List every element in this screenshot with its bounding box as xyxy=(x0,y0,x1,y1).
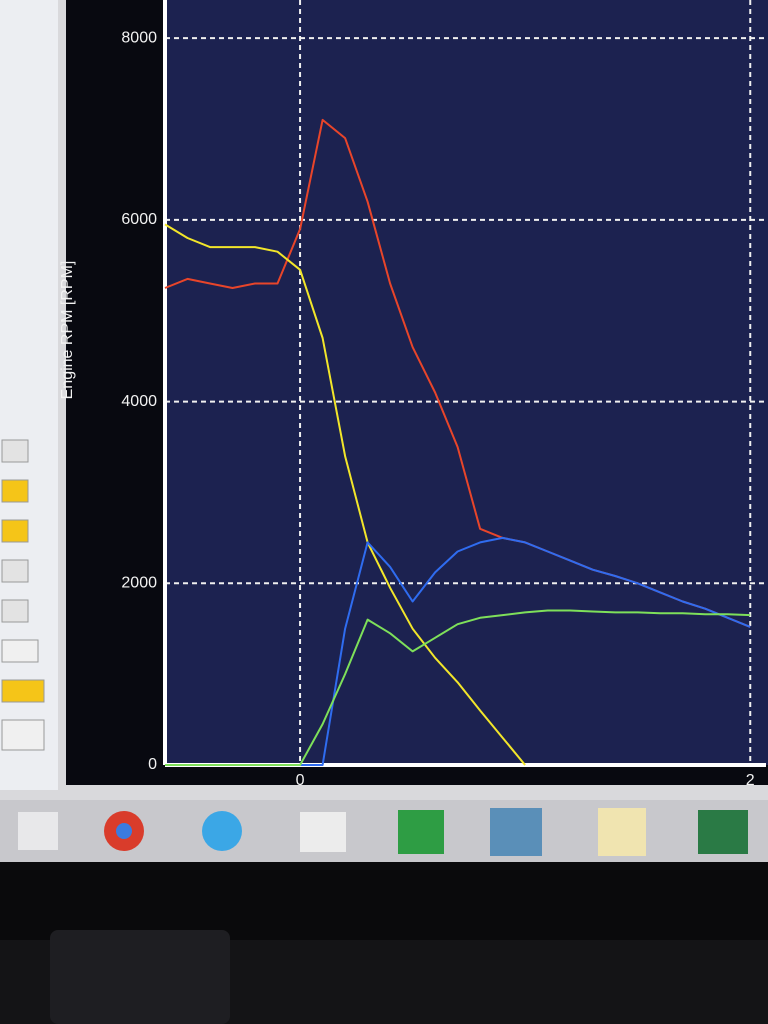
browser-icon-center xyxy=(116,823,132,839)
tool-button[interactable] xyxy=(1,439,29,463)
plot-area xyxy=(165,0,768,765)
excel-icon[interactable] xyxy=(698,810,748,854)
series-line xyxy=(165,609,751,766)
tool-button[interactable] xyxy=(1,559,29,583)
ie-icon[interactable] xyxy=(202,811,242,851)
y-tick-label: 2000 xyxy=(121,575,157,592)
tool-button[interactable] xyxy=(1,599,29,623)
hinge xyxy=(50,930,230,1024)
tool-button[interactable] xyxy=(1,639,39,663)
y-axis-label: Engine RPM [RPM] xyxy=(59,261,76,400)
app-icon[interactable] xyxy=(490,808,542,856)
app-icon[interactable] xyxy=(598,808,646,856)
y-tick-label: 6000 xyxy=(121,211,157,228)
series-line xyxy=(164,223,526,766)
toolbar-buttons[interactable] xyxy=(1,439,45,751)
tool-button[interactable] xyxy=(1,679,45,703)
tool-button[interactable] xyxy=(1,479,29,503)
start-button[interactable] xyxy=(18,812,58,850)
y-tick-label: 4000 xyxy=(121,393,157,410)
x-tick-label: 2 xyxy=(746,772,755,789)
x-tick-label: 0 xyxy=(296,772,305,789)
help-button[interactable] xyxy=(1,719,45,751)
explorer-icon[interactable] xyxy=(300,812,346,852)
taskbar-icons[interactable] xyxy=(18,808,748,856)
y-tick-label: 0 xyxy=(148,756,157,773)
store-icon[interactable] xyxy=(398,810,444,854)
tool-button[interactable] xyxy=(1,519,29,543)
toolbar xyxy=(0,0,58,790)
y-tick-label: 8000 xyxy=(121,29,157,46)
